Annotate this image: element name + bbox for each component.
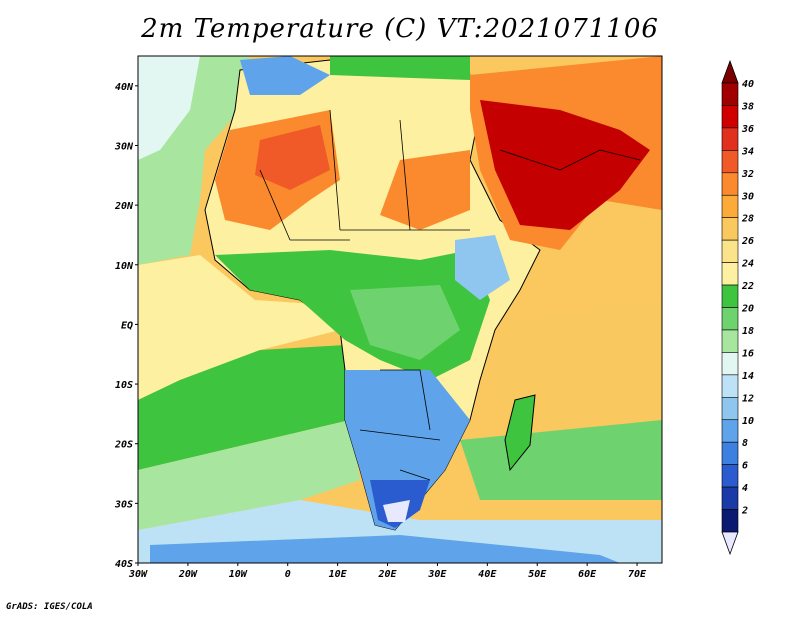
southern-ocean-cold [150,535,620,563]
colorbar-swatch [721,150,739,174]
colorbar-swatch [721,329,739,353]
colorbar-label: 30 [741,191,754,202]
colorbar-label: 34 [741,146,754,157]
colorbar-swatch [721,509,739,533]
latitude-axis: 40N 30N 20N 10N EQ 10S 20S 30S 40S [114,82,138,570]
colorbar-swatch [721,105,739,129]
colorbar-swatch [721,262,739,286]
colorbar-swatch [721,486,739,510]
colorbar-label: 10 [742,416,754,427]
sahara-west-core [255,125,330,190]
lat-tick-label: 40S [115,559,133,570]
lon-tick-label: 20W [178,569,198,580]
lon-tick-label: 50E [528,569,547,580]
mediterranean-green [330,56,470,80]
colorbar-swatch [721,419,739,443]
colorbar-swatch [721,374,739,398]
lat-tick-label: 20S [114,440,133,451]
madagascar [504,394,536,472]
south-africa-coldest [383,500,410,522]
ethiopian-highlands [455,235,510,300]
arabia-very-hot [480,100,650,230]
colorbar-swatch [721,172,739,196]
iberia-cool [240,56,330,95]
lat-tick-label: 30S [114,499,133,510]
lon-tick-label: 70E [628,569,647,580]
colorbar-label: 32 [741,169,754,180]
colorbar-label: 28 [741,214,754,225]
lon-tick-label: 40E [478,569,497,580]
lon-tick-label: 10E [329,569,348,580]
colorbar-label: 38 [741,101,754,112]
colorbar-swatch [721,352,739,376]
colorbar: 40 38 36 34 32 30 28 26 24 22 20 18 16 14 12 10 8 6 4 2 [721,59,754,556]
lon-tick-label: 30E [427,569,447,580]
colorbar-label: 22 [741,281,754,292]
lon-tick-label: 0 [285,569,291,580]
colorbar-swatch [721,82,739,106]
south-atlantic-light [138,420,360,530]
colorbar-swatch [721,464,739,488]
lat-tick-label: 20N [114,201,134,212]
colorbar-swatch [721,307,739,331]
colorbar-swatch [721,127,739,151]
colorbar-bottom-arrow [721,531,739,556]
colorbar-label: 16 [742,348,754,359]
colorbar-swatch [721,194,739,219]
colorbar-label: 8 [742,438,748,449]
colorbar-label: 6 [742,461,748,472]
country-borders [259,109,641,481]
colorbar-label: 20 [741,304,754,315]
lat-tick-label: EQ [121,320,133,331]
lon-tick-label: 20E [377,569,397,580]
colorbar-label: 4 [742,483,748,494]
colorbar-top-arrow [721,59,739,84]
north-atlantic-cool [138,56,200,160]
colorbar-label: 26 [741,236,754,247]
colorbar-label: 14 [742,371,754,382]
lon-tick-label: 10W [229,569,248,580]
lat-tick-label: 40N [115,82,134,93]
colorbar-swatch [721,217,739,241]
colorbar-label: 40 [742,79,754,90]
central-africa-green [350,285,460,360]
colorbar-swatch [721,396,739,421]
gulf-of-guinea [138,255,340,400]
colorbar-label: 2 [741,506,748,517]
lat-tick-label: 10N [115,261,134,272]
colorbar-swatch [721,441,739,465]
colorbar-label: 12 [742,393,754,404]
indian-ocean-warm [500,300,662,440]
colorbar-label: 24 [741,259,754,270]
lat-tick-label: 10S [115,380,133,391]
plot-frame [137,55,663,564]
lon-tick-label: 60E [578,569,597,580]
footer-credit: GrADS: IGES/COLA [6,602,93,612]
map-title: 2m Temperature (C) VT:2021071106 [141,14,659,44]
sahara-east-hot [380,150,470,230]
colorbar-swatch [721,284,739,308]
longitude-axis: 30W 20W 10W 0 10E 20E 30E 40E 50E 60E 70E [128,563,647,580]
colorbar-swatch [721,239,739,263]
map-fields [138,56,662,563]
south-atlantic-green [138,345,350,470]
lat-tick-label: 30N [114,141,134,152]
colorbar-label: 36 [741,124,754,135]
colorbar-label: 18 [742,326,754,337]
lon-tick-label: 30W [128,569,148,580]
